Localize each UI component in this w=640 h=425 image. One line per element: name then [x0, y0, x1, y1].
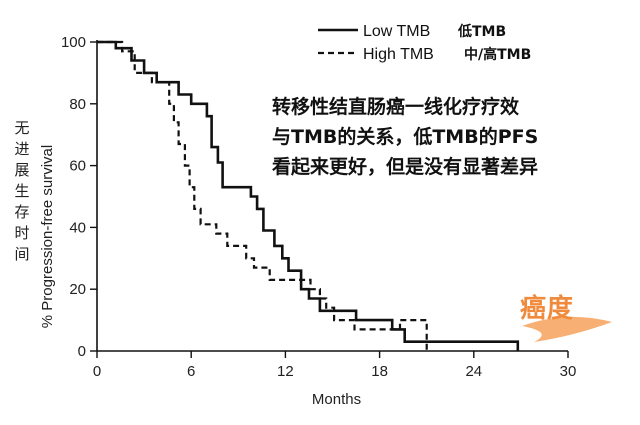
y-tick-label: 100 — [61, 34, 86, 51]
x-tick-label: 6 — [187, 363, 195, 380]
series-layer — [97, 40, 520, 351]
y-tick-label: 20 — [69, 281, 86, 298]
legend-label-cn-low-tmb: 低TMB — [457, 23, 506, 40]
y-tick-label: 60 — [69, 158, 86, 175]
y-axis-title: % Progression-free survival — [39, 145, 56, 328]
x-axis-title: Months — [312, 391, 361, 408]
x-tick-label: 12 — [277, 363, 294, 380]
y-tick-label: 0 — [78, 343, 86, 360]
y-axis-label-char: 间 — [14, 245, 30, 263]
y-tick-label: 40 — [69, 219, 86, 236]
y-axis-label-char: 存 — [14, 203, 30, 221]
legend: Low TMB 低TMB High TMB 中/高TMB — [318, 23, 531, 63]
logo-swoosh — [522, 316, 612, 342]
x-tick-label: 24 — [465, 363, 482, 380]
annotation-line-3: 看起来更好，但是没有显著差异 — [272, 156, 539, 178]
annotation-line-2: 与TMB的关系，低TMB的PFS — [272, 126, 539, 148]
y-tick-label: 80 — [69, 96, 86, 113]
y-axis-label-chinese: 无进展生存时间 — [12, 118, 32, 265]
watermark-logo: 癌度 — [514, 286, 618, 348]
legend-label-cn-high-tmb: 中/高TMB — [464, 46, 531, 63]
y-axis-label-char: 进 — [14, 140, 30, 158]
y-axis-label-char: 展 — [14, 161, 30, 179]
legend-label-high-tmb: High TMB — [363, 46, 434, 63]
legend-label-low-tmb: Low TMB — [363, 23, 430, 40]
y-axis-label-char: 生 — [14, 182, 30, 200]
logo-text: 癌度 — [520, 294, 575, 324]
x-tick-label: 30 — [560, 363, 577, 380]
series-line-high-tmb — [97, 40, 428, 351]
series-line-low-tmb — [97, 40, 520, 351]
y-axis-label-char: 时 — [14, 224, 30, 242]
y-axis-label-char: 无 — [14, 119, 30, 137]
annotation-line-1: 转移性结直肠癌一线化疗疗效 — [272, 96, 520, 118]
axes: 0 6 12 18 24 30 0 20 40 60 80 100 Months % Progressio… — [39, 34, 576, 408]
x-tick-label: 18 — [371, 363, 388, 380]
x-tick-label: 0 — [93, 363, 101, 380]
chinese-annotation: 转移性结直肠癌一线化疗疗效 与TMB的关系，低TMB的PFS 看起来更好，但是没… — [272, 92, 538, 182]
